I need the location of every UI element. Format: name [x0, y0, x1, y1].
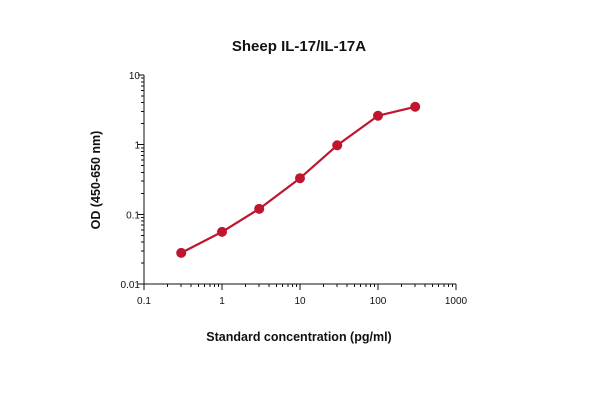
- data-point: [254, 203, 265, 214]
- data-point: [217, 226, 227, 237]
- chart-title: Sheep IL-17/IL-17A: [232, 38, 366, 55]
- x-tick-label: 0.1: [137, 296, 151, 307]
- data-point: [332, 140, 343, 151]
- y-axis-title: OD (450-650 nm): [89, 131, 103, 230]
- series-group: [176, 101, 421, 258]
- x-tick-label: 10: [294, 296, 306, 307]
- x-axis-tick-labels: 0.1 1 10 100 1000: [137, 296, 468, 307]
- y-tick-label: 10: [129, 71, 141, 82]
- x-tick-label: 100: [370, 296, 387, 307]
- y-tick-label: 0.01: [121, 280, 141, 291]
- x-tick-label: 1000: [445, 296, 468, 307]
- y-axis-ticks: [138, 74, 144, 285]
- x-tick-label: 1: [219, 296, 225, 307]
- y-tick-label: 1: [134, 141, 140, 152]
- axes-group: 0.1 1 10 100 1000 0.01 0.1 1 10: [121, 71, 468, 307]
- data-point: [373, 110, 383, 121]
- y-tick-label: 0.1: [126, 210, 140, 221]
- data-point: [295, 173, 305, 184]
- x-axis-ticks: [143, 284, 457, 290]
- y-axis-tick-labels: 0.01 0.1 1 10: [121, 71, 141, 291]
- data-point: [410, 101, 421, 112]
- data-point: [176, 247, 187, 258]
- x-axis-title: Standard concentration (pg/ml): [206, 330, 391, 344]
